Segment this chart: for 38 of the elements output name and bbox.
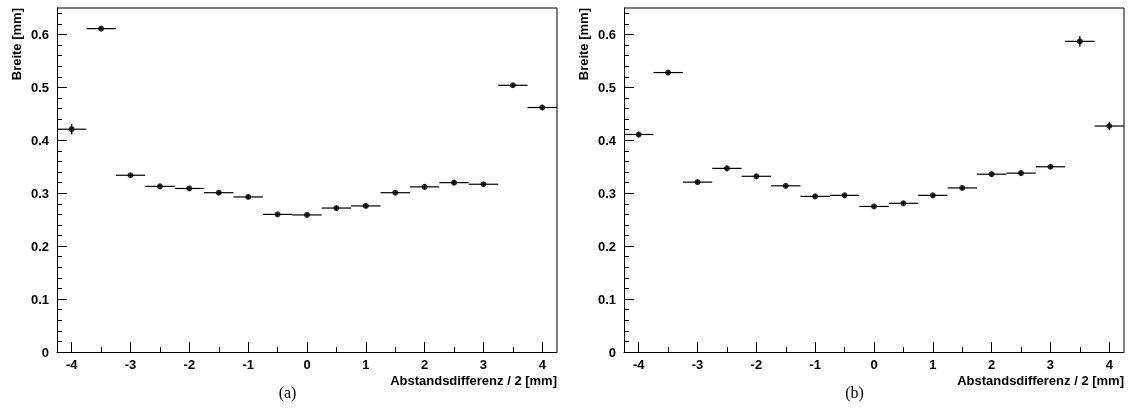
y-tick-label: 0 [608,344,616,360]
x-tick-label: 4 [538,357,547,372]
x-tick-label: -4 [65,357,79,372]
x-tick-label: -3 [124,357,137,372]
y-axis-title: Breite [mm] [576,8,591,81]
x-tick-label: -2 [750,357,763,372]
y-tick-label: 0.3 [597,185,616,201]
x-tick-label: -2 [183,357,196,372]
x-tick-label: 1 [362,357,370,372]
x-tick-label: 0 [870,357,878,372]
y-tick-label: 0 [41,344,49,360]
y-tick-label: 0.5 [597,79,616,95]
y-tick-label: 0.4 [30,132,50,148]
x-tick-label: -1 [809,357,821,372]
y-axis-title: Breite [mm] [9,8,24,81]
y-tick-label: 0.4 [597,132,617,148]
x-tick-label: 2 [988,357,996,372]
y-tick-label: 0.6 [30,26,49,42]
text: (a) [278,383,297,402]
x-tick-label: -3 [691,357,704,372]
y-tick-label: 0.1 [597,291,616,307]
y-tick-label: 0.2 [597,238,616,254]
x-tick-label: -1 [242,357,254,372]
y-tick-label: 0.3 [30,185,49,201]
y-tick-label: 0.2 [30,238,49,254]
x-axis-title: Abstandsdifferenz / 2 [mm] [390,373,557,388]
x-tick-label: 3 [479,357,488,372]
x-tick-label: 4 [1105,357,1114,372]
text: (b) [845,383,864,402]
x-tick-label: 0 [303,357,311,372]
x-tick-label: 3 [1046,357,1055,372]
y-tick-label: 0.5 [30,79,49,95]
x-tick-label: 2 [421,357,429,372]
y-tick-label: 0.1 [30,291,49,307]
x-axis-title: Abstandsdifferenz / 2 [mm] [957,373,1124,388]
y-tick-label: 0.6 [597,26,616,42]
x-tick-label: 1 [929,357,937,372]
x-tick-label: -4 [632,357,646,372]
